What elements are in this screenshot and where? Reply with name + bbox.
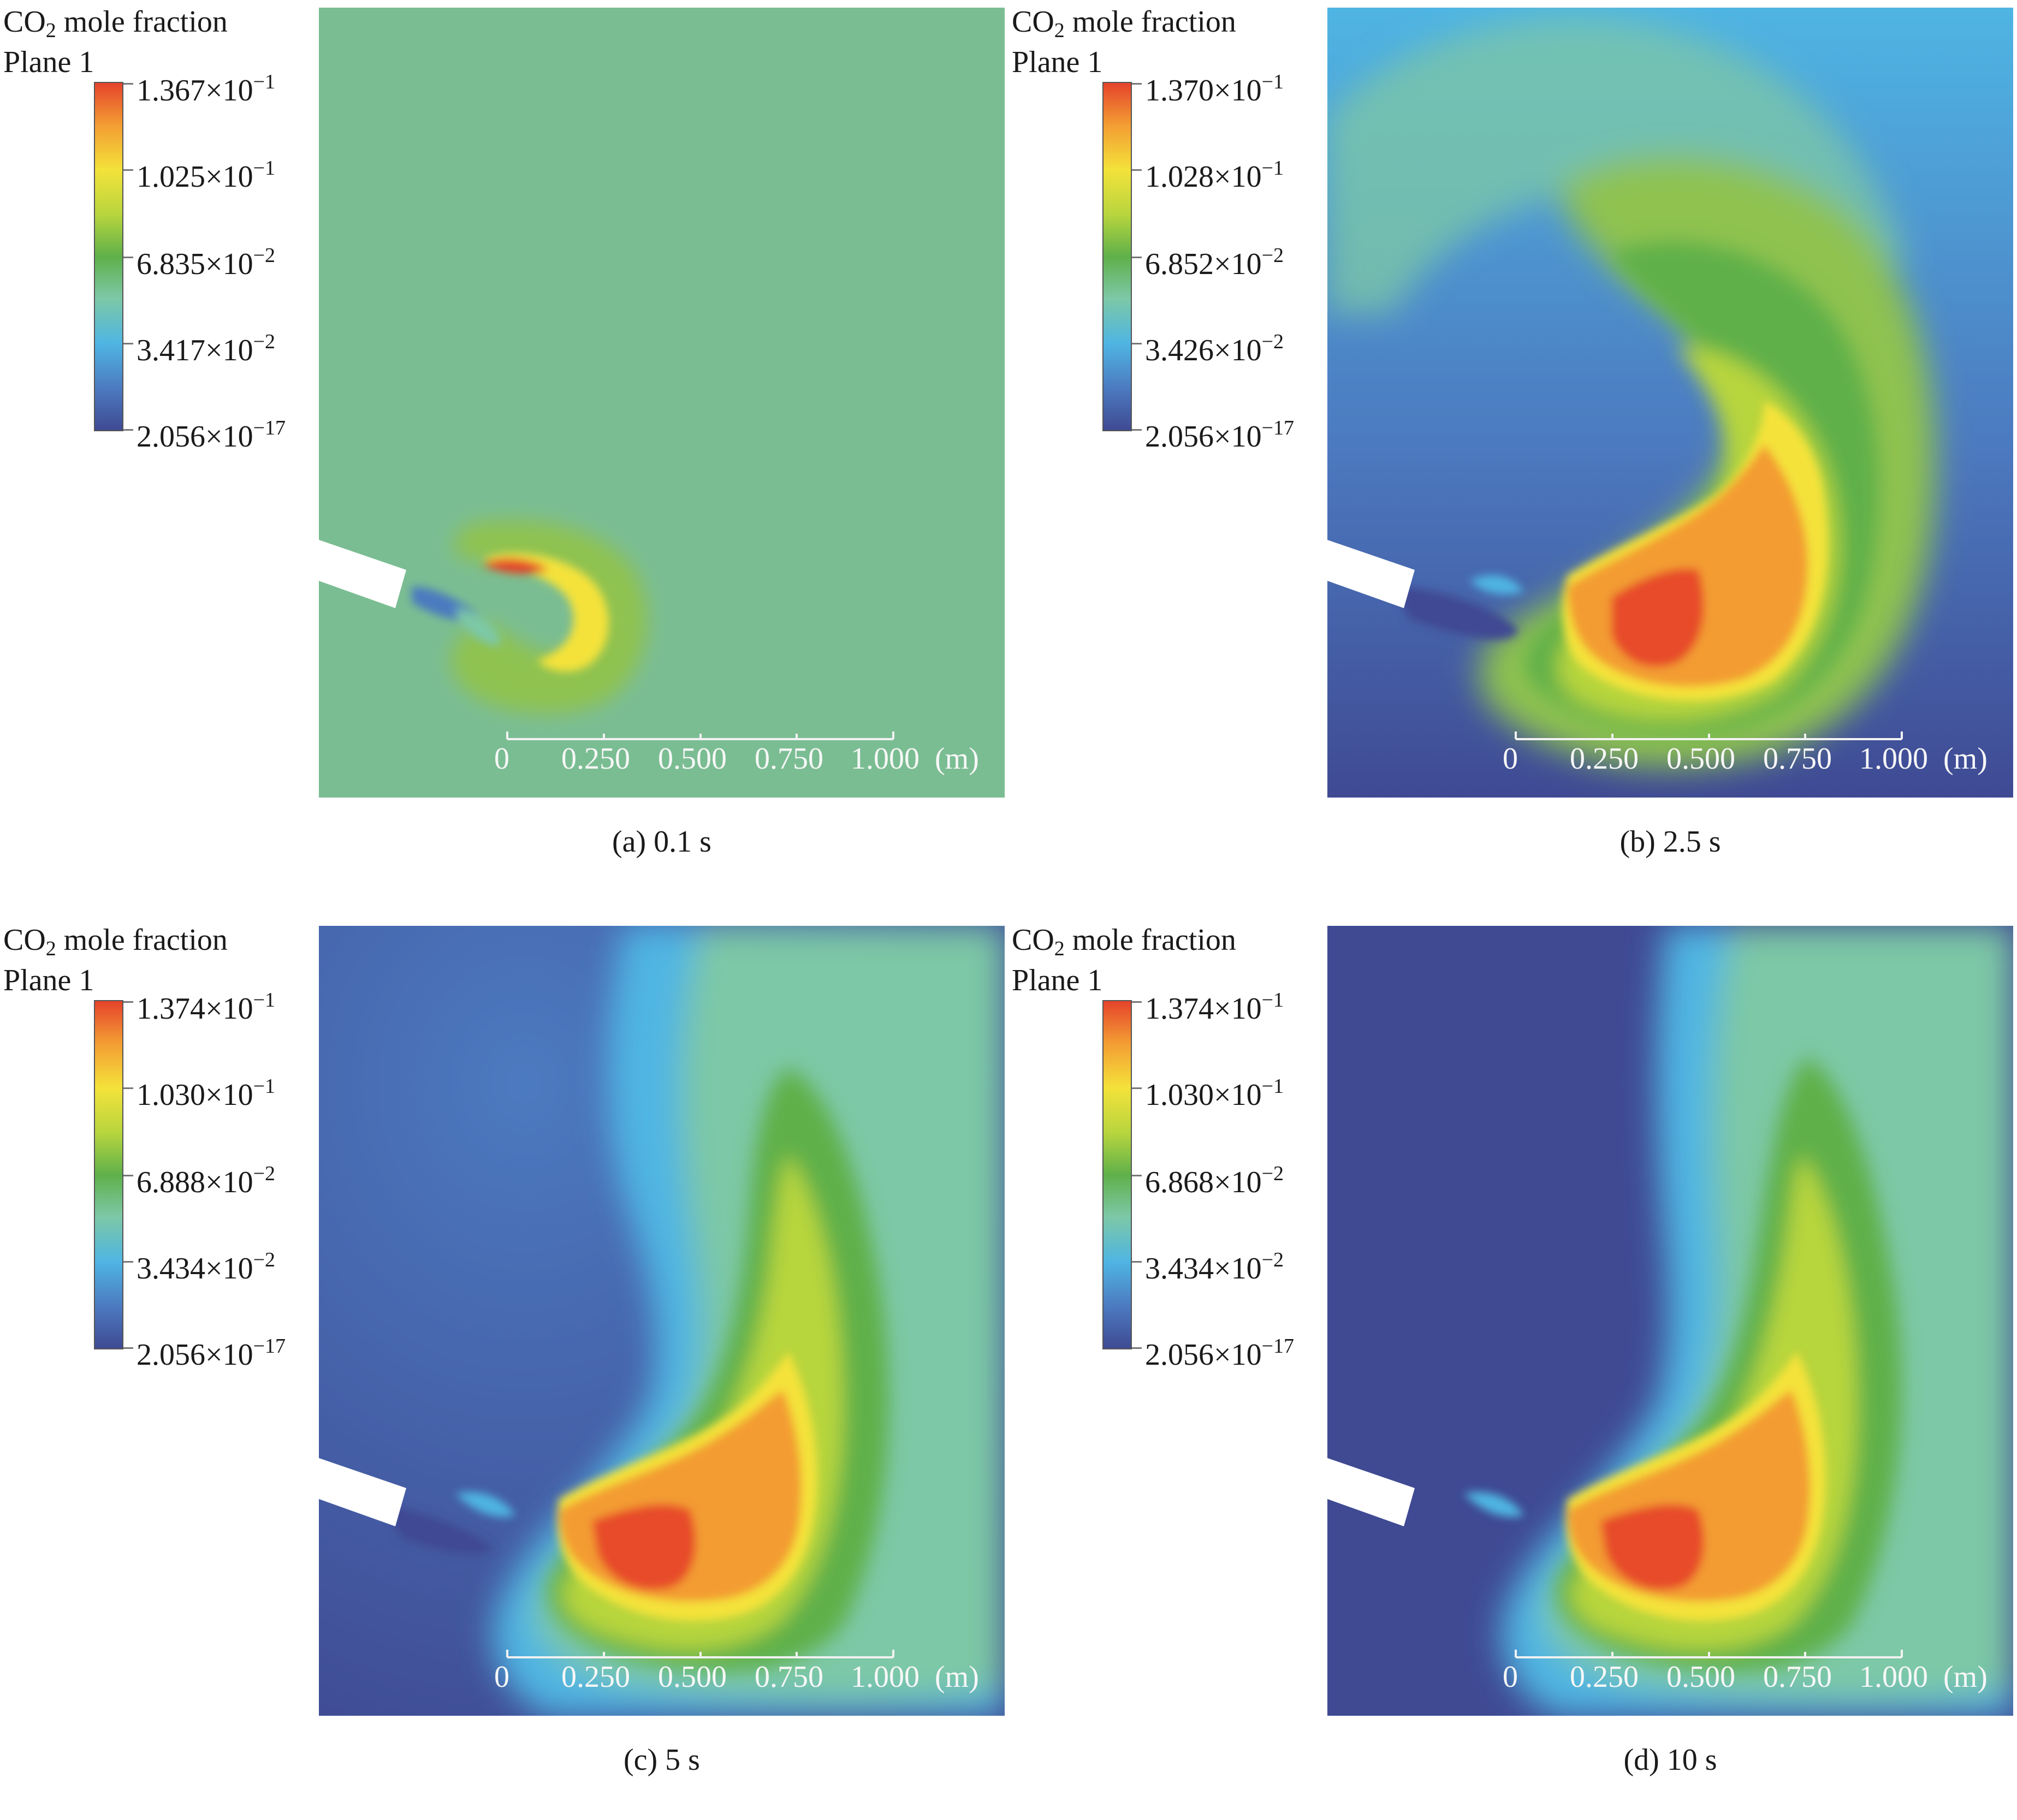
- colorbar-tick: [1132, 169, 1142, 171]
- colorbar-tick: [1132, 1261, 1142, 1263]
- colorbar-tick: [1132, 1087, 1142, 1089]
- colorbar-label: 2.056×10−17: [1145, 417, 1295, 454]
- colorbar-tick: [1132, 429, 1142, 431]
- colorbar-label: 6.868×10−2: [1145, 1162, 1284, 1199]
- colorbar-tick: [1132, 83, 1142, 85]
- colorbar-label: 1.025×10−1: [137, 157, 276, 194]
- panel-caption: (b) 2.5 s: [1619, 825, 1721, 859]
- colorbar-tick: [123, 257, 133, 258]
- colorbar-tick: [123, 343, 133, 344]
- colorbar-tick: [123, 1175, 133, 1176]
- colorbar-label: 6.888×10−2: [137, 1162, 276, 1199]
- panel-caption: (a) 0.1 s: [612, 825, 711, 859]
- contour-plot: [1327, 926, 2013, 1716]
- panel-b: CO2 mole fraction Plane 1 1.370×10−1 1.0…: [1008, 0, 2017, 902]
- colorbar-tick: [123, 429, 133, 431]
- colorbar: [1102, 82, 1132, 431]
- colorbar-label: 3.434×10−2: [137, 1248, 276, 1286]
- legend-plane: Plane 1: [3, 963, 94, 997]
- panel-a: CO2 mole fraction Plane 1 1.367×10−1 1.0…: [0, 0, 1008, 902]
- legend-plane: Plane 1: [3, 45, 94, 79]
- legend-title: CO2 mole fraction: [1012, 5, 1236, 42]
- panel-d: CO2 mole fraction Plane 1 1.374×10−1 1.0…: [1008, 918, 2017, 1820]
- colorbar-label: 3.434×10−2: [1145, 1248, 1284, 1286]
- colorbar-label: 1.028×10−1: [1145, 157, 1284, 194]
- panel-c: CO2 mole fraction Plane 1 1.374×10−1 1.0…: [0, 918, 1008, 1820]
- contour-plot: [1327, 8, 2013, 798]
- contour-plot: [319, 926, 1005, 1716]
- colorbar-label: 1.374×10−1: [137, 989, 276, 1026]
- colorbar-tick: [123, 1087, 133, 1089]
- colorbar-tick: [123, 1347, 133, 1349]
- colorbar-tick: [1132, 1347, 1142, 1349]
- colorbar: [94, 82, 123, 431]
- colorbar: [1102, 1000, 1132, 1349]
- panel-caption: (d) 10 s: [1623, 1743, 1717, 1777]
- colorbar-label: 1.374×10−1: [1145, 989, 1284, 1026]
- colorbar-tick: [1132, 343, 1142, 344]
- legend-plane: Plane 1: [1012, 45, 1103, 79]
- colorbar-label: 6.835×10−2: [137, 244, 276, 281]
- colorbar-label: 1.370×10−1: [1145, 70, 1284, 108]
- colorbar-tick: [123, 1261, 133, 1263]
- legend-title: CO2 mole fraction: [3, 5, 228, 42]
- colorbar-tick: [123, 169, 133, 171]
- colorbar-label: 2.056×10−17: [137, 1335, 286, 1372]
- colorbar-tick: [123, 1001, 133, 1003]
- colorbar-label: 1.367×10−1: [137, 70, 276, 108]
- colorbar-label: 3.417×10−2: [137, 330, 276, 367]
- colorbar: [94, 1000, 123, 1349]
- colorbar-tick: [1132, 257, 1142, 258]
- colorbar-label: 6.852×10−2: [1145, 244, 1284, 281]
- legend-title: CO2 mole fraction: [3, 923, 228, 960]
- legend-plane: Plane 1: [1012, 963, 1103, 997]
- legend-title: CO2 mole fraction: [1012, 923, 1236, 960]
- colorbar-label: 2.056×10−17: [1145, 1335, 1295, 1372]
- colorbar-label: 3.426×10−2: [1145, 330, 1284, 367]
- colorbar-tick: [123, 83, 133, 85]
- colorbar-label: 2.056×10−17: [137, 417, 286, 454]
- colorbar-label: 1.030×10−1: [137, 1075, 276, 1112]
- panel-caption: (c) 5 s: [624, 1743, 700, 1777]
- colorbar-tick: [1132, 1175, 1142, 1176]
- colorbar-tick: [1132, 1001, 1142, 1003]
- contour-plot: [319, 8, 1005, 798]
- colorbar-label: 1.030×10−1: [1145, 1075, 1284, 1112]
